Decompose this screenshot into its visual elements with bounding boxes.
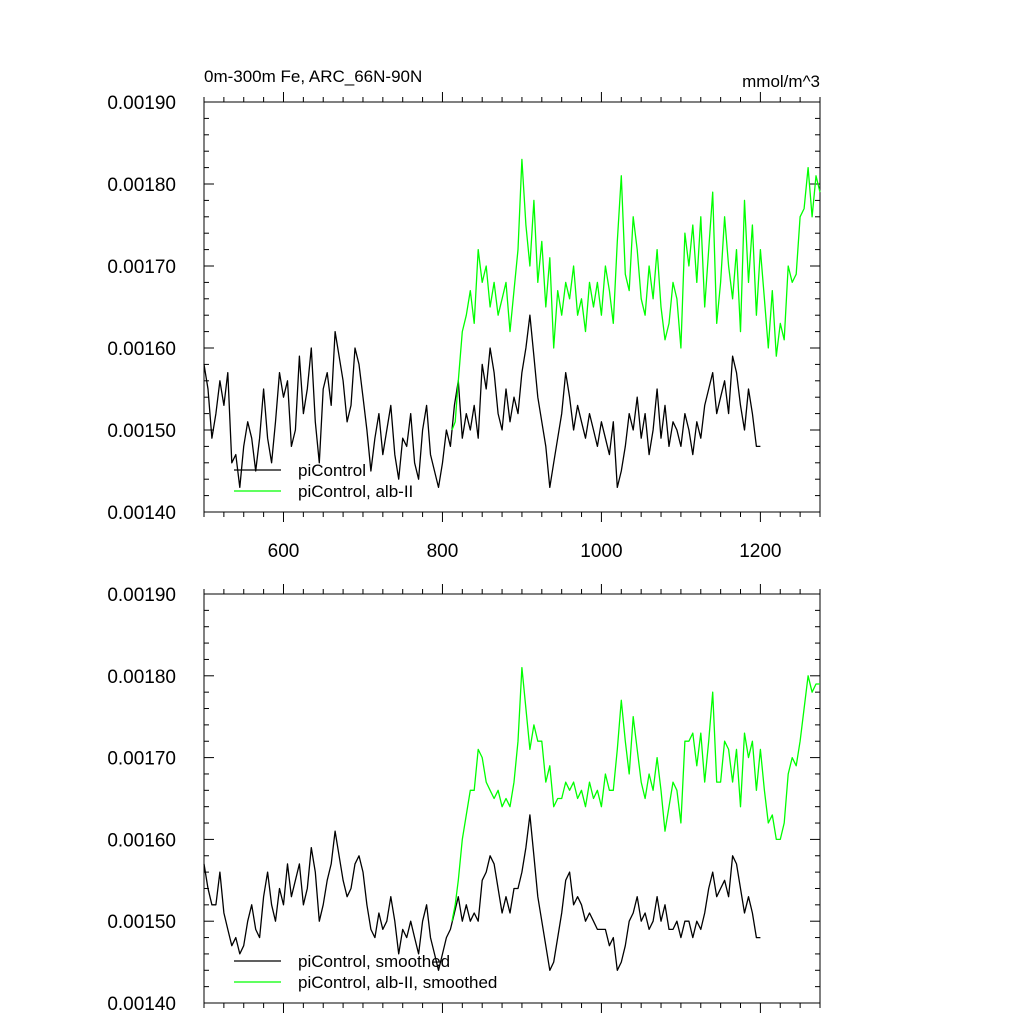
bottom-panel-axes: 0.00140 0.00150 0.00160 0.00170 0.00180 0.001…	[107, 584, 821, 1015]
legend-label-alb-ii: piControl, alb-II	[298, 482, 413, 501]
bottom-panel-legend: piControl, smoothed piControl, alb-II, s…	[234, 952, 497, 992]
series-line-picontrol-alb-ii	[451, 158, 821, 431]
top-panel-units: mmol/m^3	[742, 72, 820, 91]
series-line-picontrol-alb-ii-smoothed	[451, 666, 820, 922]
plot-frame	[203, 593, 821, 1004]
y-tick-label: 0.00150	[107, 421, 176, 442]
top-panel-lines	[203, 158, 821, 489]
x-tick-label: 1000	[580, 541, 622, 562]
x-tick-label: 800	[427, 541, 459, 562]
y-tick-label: 0.00170	[107, 257, 176, 278]
top-panel-title: 0m-300m Fe, ARC_66N-90N	[204, 67, 422, 86]
y-tick-label: 0.00180	[107, 175, 176, 196]
legend-label-alb-ii-smoothed: piControl, alb-II, smoothed	[298, 973, 497, 992]
x-tick-label: 1200	[739, 541, 781, 562]
y-tick-label: 0.00150	[107, 912, 176, 933]
y-tick-label: 0.00190	[107, 585, 176, 606]
bottom-panel-lines	[203, 666, 820, 971]
y-tick-label: 0.00140	[107, 503, 176, 524]
y-tick-label: 0.00180	[107, 667, 176, 688]
y-tick-label: 0.00160	[107, 339, 176, 360]
legend-label-picontrol-smoothed: piControl, smoothed	[298, 952, 450, 971]
series-line-picontrol	[203, 314, 761, 489]
bottom-panel: 0.00140 0.00150 0.00160 0.00170 0.00180 0.001…	[107, 584, 821, 1015]
top-panel: 0m-300m Fe, ARC_66N-90N mmol/m^3 0.00140…	[107, 67, 821, 562]
y-tick-label: 0.00140	[107, 994, 176, 1015]
y-tick-label: 0.00190	[107, 93, 176, 114]
x-tick-label: 600	[268, 541, 300, 562]
y-tick-label: 0.00170	[107, 749, 176, 770]
series-line-picontrol-smoothed	[203, 814, 761, 971]
plot-frame	[203, 101, 821, 513]
top-panel-axes: 0.00140 0.00150 0.00160 0.00170 0.00180 0.001…	[107, 92, 821, 562]
legend-label-picontrol: piControl	[298, 461, 366, 480]
top-panel-legend: piControl piControl, alb-II	[234, 461, 413, 501]
y-tick-label: 0.00160	[107, 830, 176, 851]
